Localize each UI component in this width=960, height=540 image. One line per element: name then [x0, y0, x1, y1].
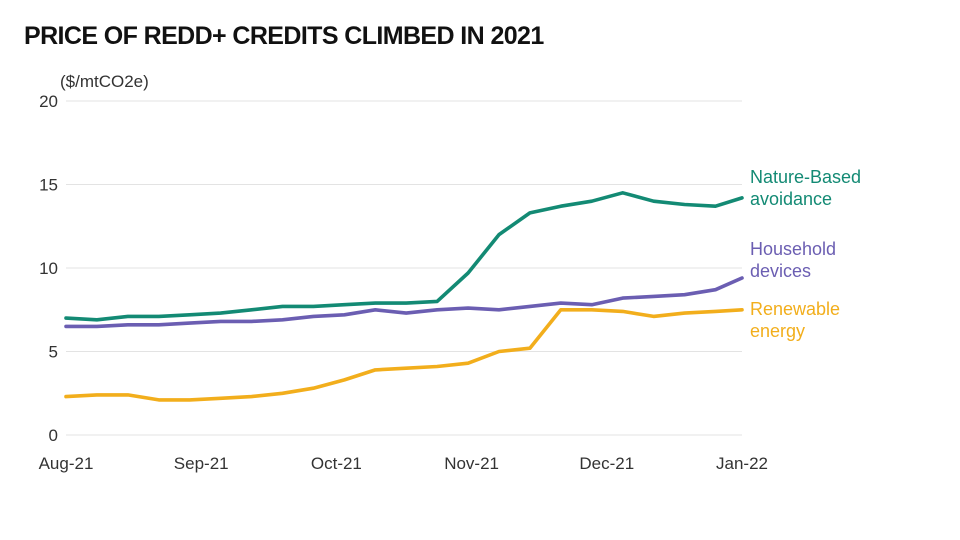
- chart-title: PRICE OF REDD+ CREDITS CLIMBED IN 2021: [24, 22, 544, 50]
- x-tick-label: Sep-21: [174, 454, 229, 473]
- x-tick-label: Dec-21: [579, 454, 634, 473]
- x-tick-label: Jan-22: [716, 454, 768, 473]
- series-line: [64, 191, 744, 322]
- series-label: Nature-Based avoidance: [750, 167, 861, 209]
- x-axis-ticks: Aug-21 Sep-21 Oct-21 Nov-21 Dec-21 Jan-22: [39, 454, 768, 473]
- series-line: [64, 276, 744, 329]
- y-tick-label: 5: [49, 343, 58, 362]
- series-labels: Nature-Based avoidance Household devices Ren…: [750, 167, 861, 341]
- series-lines: [64, 191, 744, 402]
- series-label: Household devices: [750, 239, 836, 281]
- x-tick-label: Aug-21: [39, 454, 94, 473]
- y-tick-label: 20: [39, 92, 58, 111]
- series-line: [64, 307, 744, 402]
- x-tick-label: Oct-21: [311, 454, 362, 473]
- y-axis-ticks: 0 5 10 15 20: [39, 92, 58, 445]
- y-tick-label: 10: [39, 259, 58, 278]
- x-tick-label: Nov-21: [444, 454, 499, 473]
- y-tick-label: 0: [49, 426, 58, 445]
- gridlines: [66, 100, 742, 436]
- y-tick-label: 15: [39, 176, 58, 195]
- series-label: Renewable energy: [750, 299, 840, 341]
- y-axis-unit-label: ($/mtCO2e): [60, 72, 149, 91]
